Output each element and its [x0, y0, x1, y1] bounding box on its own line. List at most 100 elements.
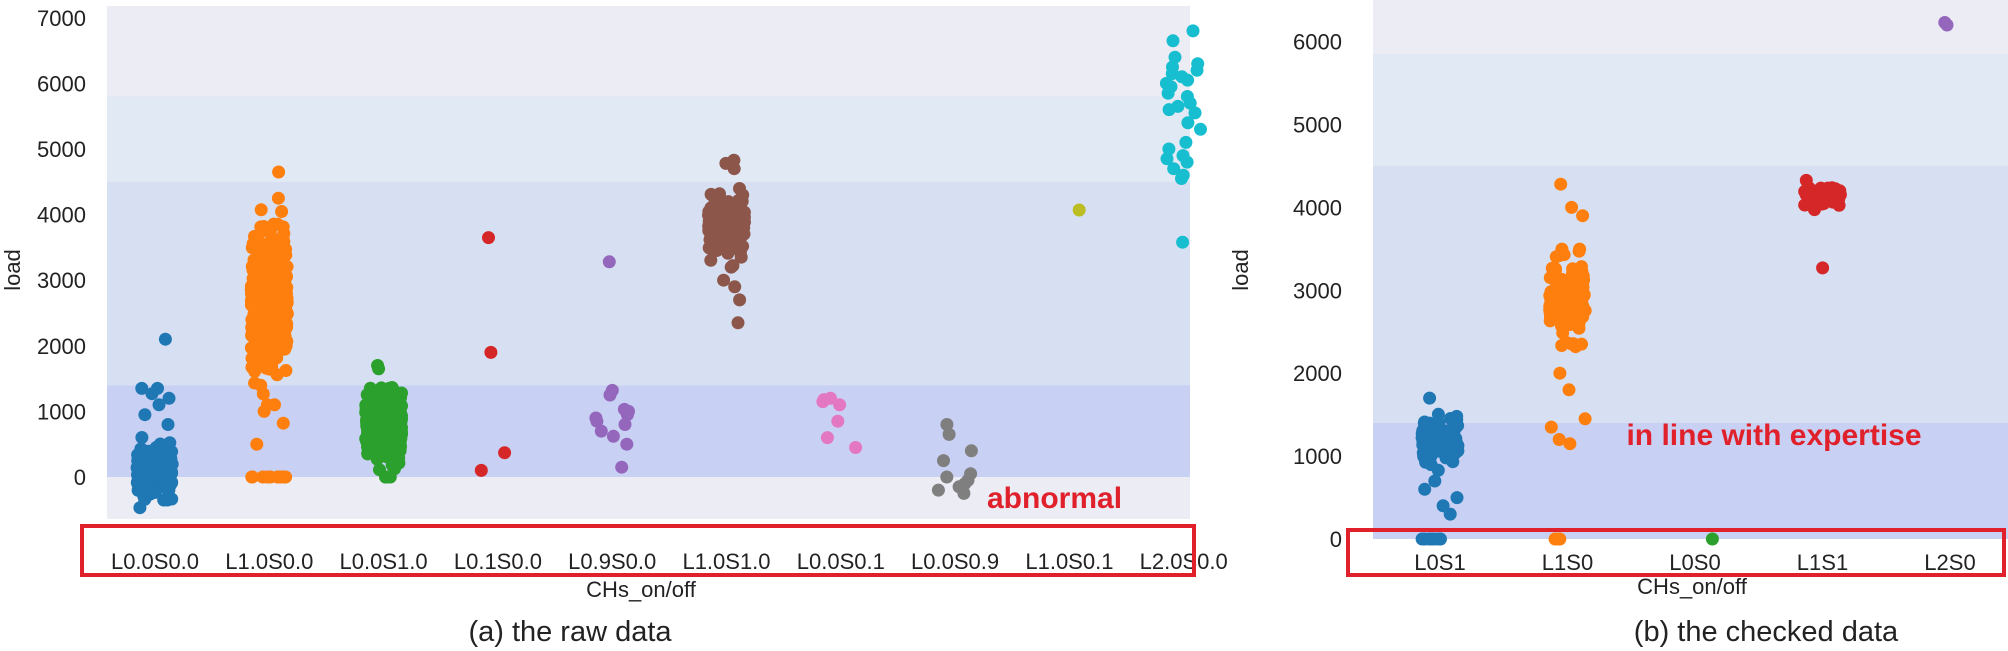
data-point	[152, 398, 166, 412]
data-point	[1576, 269, 1590, 283]
data-point	[1801, 183, 1814, 197]
data-point	[1190, 63, 1204, 77]
data-point	[1166, 34, 1180, 48]
data-point	[931, 483, 945, 497]
y-tick-label: 2000	[37, 334, 86, 359]
data-point	[1544, 420, 1558, 434]
data-point	[705, 202, 719, 216]
data-point	[1183, 96, 1197, 110]
load-band	[1373, 165, 2008, 423]
data-point	[831, 414, 845, 428]
data-point	[275, 205, 289, 218]
data-point	[1424, 458, 1438, 472]
data-point	[1571, 297, 1585, 311]
data-point	[733, 293, 747, 307]
x-axis-categories: L0S1 L1S0 L0S0 L1S1 L2S0	[1414, 550, 1975, 575]
data-point	[145, 387, 159, 401]
data-point	[1415, 532, 1429, 546]
data-point	[268, 398, 281, 412]
data-point	[131, 477, 145, 491]
y-tick-label: 3000	[1293, 278, 1342, 303]
data-point	[1552, 433, 1566, 446]
data-point	[161, 418, 175, 431]
data-point	[375, 383, 389, 397]
data-point	[1446, 438, 1460, 452]
data-point	[731, 196, 745, 210]
y-tick-label: 1000	[1293, 444, 1342, 469]
caption-a: (a) the raw data	[468, 616, 672, 648]
data-point	[615, 460, 629, 474]
data-point	[1432, 416, 1446, 430]
y-tick-label: 7000	[37, 6, 86, 31]
data-point	[606, 429, 620, 443]
data-point	[135, 444, 149, 458]
data-point	[942, 427, 956, 441]
data-point	[716, 229, 730, 243]
data-point	[1423, 391, 1437, 405]
data-point	[275, 232, 289, 245]
data-point	[1422, 435, 1435, 449]
y-tick-label: 4000	[1293, 195, 1342, 220]
data-point	[162, 483, 176, 497]
data-point	[1160, 152, 1174, 166]
y-tick-label: 6000	[1293, 30, 1342, 55]
data-point	[1826, 195, 1840, 209]
x-tick-label: L0.0S0.9	[911, 549, 999, 574]
data-point	[250, 437, 264, 451]
x-tick-label: L0S0	[1669, 550, 1720, 575]
data-point	[1543, 271, 1557, 285]
data-point	[1569, 340, 1583, 354]
x-tick-label: L2S0	[1924, 550, 1975, 575]
data-point	[257, 404, 271, 418]
data-point	[1940, 18, 1954, 32]
data-point	[1561, 278, 1575, 292]
data-point	[256, 278, 270, 292]
data-point	[620, 408, 634, 422]
data-point	[267, 217, 281, 231]
data-point	[964, 444, 978, 458]
data-point	[957, 486, 971, 500]
data-point	[255, 342, 269, 355]
x-tick-label: L1.0S0.1	[1025, 549, 1113, 574]
x-tick-label: L1S1	[1797, 550, 1848, 575]
annotation-abnormal: abnormal	[987, 482, 1122, 515]
data-point	[279, 269, 292, 283]
x-tick-label: L0S1	[1414, 550, 1465, 575]
data-point	[1705, 532, 1719, 546]
x-axis-label: CHs_on/off	[1637, 574, 1748, 599]
data-point	[393, 397, 407, 411]
data-point	[1565, 200, 1579, 214]
data-point	[274, 288, 288, 302]
data-points	[130, 24, 1207, 515]
data-point	[254, 203, 268, 217]
data-point	[1188, 106, 1202, 120]
data-point	[833, 398, 847, 412]
data-point	[724, 260, 738, 274]
data-point	[729, 237, 743, 250]
data-point	[728, 280, 742, 294]
data-point	[482, 231, 495, 245]
data-point	[618, 418, 632, 431]
data-point	[733, 182, 746, 195]
y-tick-label: 6000	[37, 71, 86, 96]
x-tick-label: L1.0S0.0	[225, 549, 313, 574]
data-point	[937, 454, 950, 468]
y-axis-label: load	[1228, 249, 1253, 291]
y-tick-label: 3000	[37, 268, 86, 293]
x-axis-categories: L0.0S0.0 L1.0S0.0 L0.0S1.0 L0.1S0.0 L0.9S0.0…	[111, 549, 1228, 574]
data-point	[159, 453, 173, 467]
data-point	[1418, 482, 1432, 496]
data-point	[362, 390, 376, 404]
data-point	[940, 418, 954, 431]
x-tick-label: L1.0S1.0	[682, 549, 770, 574]
data-point	[394, 425, 408, 439]
data-point	[154, 442, 168, 456]
load-band	[107, 96, 1190, 182]
data-point	[484, 345, 498, 359]
data-point	[1450, 413, 1464, 427]
data-point	[1162, 142, 1176, 156]
data-point	[372, 362, 386, 376]
data-point	[590, 414, 604, 428]
data-point	[1181, 116, 1195, 130]
data-point	[603, 388, 617, 402]
